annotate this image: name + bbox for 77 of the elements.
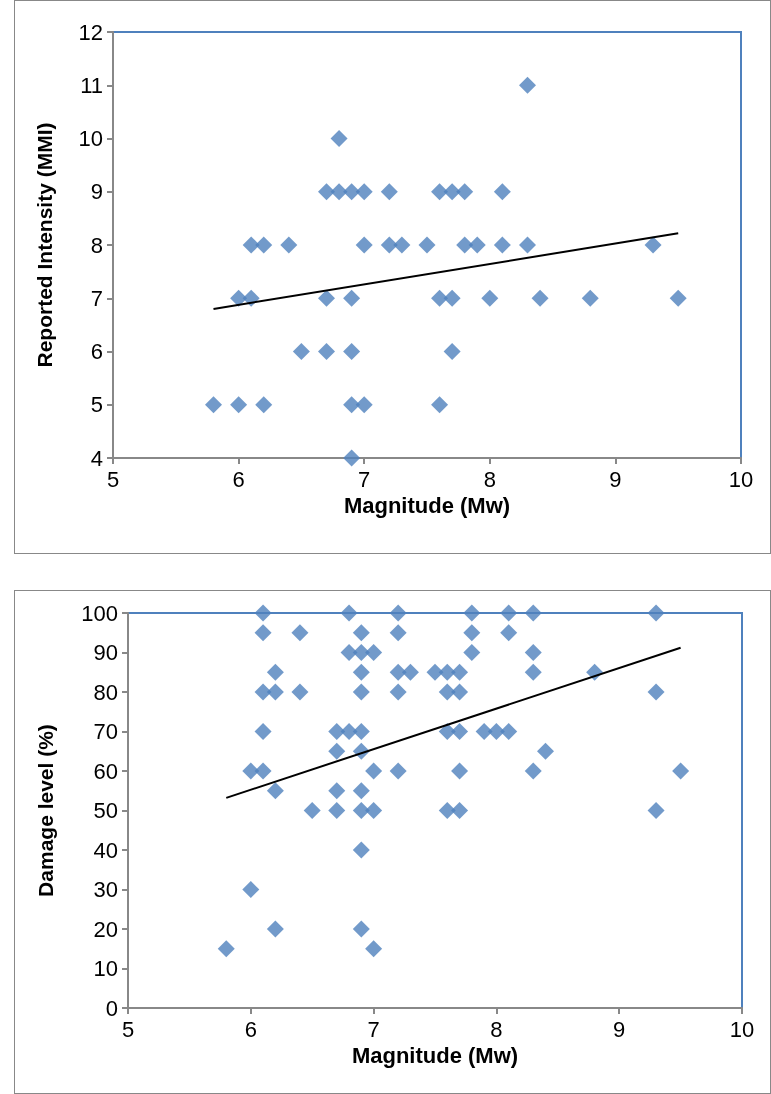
point (518, 236, 536, 254)
point (330, 183, 348, 201)
y-tick-label: 100 (81, 600, 118, 626)
point (443, 183, 461, 201)
x-tick-label: 6 (232, 466, 245, 492)
point (468, 236, 486, 254)
point (418, 236, 436, 254)
point (443, 289, 461, 307)
point (355, 183, 373, 201)
point (443, 343, 461, 360)
x-tick-label: 6 (244, 1016, 257, 1042)
point (456, 183, 474, 201)
point (255, 236, 273, 254)
point (343, 289, 361, 307)
y-axis-title: Damage level (%) (34, 724, 57, 897)
y-tick-label: 50 (93, 798, 118, 823)
point (204, 396, 222, 414)
point (431, 289, 449, 307)
x-tick-label: 10 (729, 1016, 755, 1042)
point (280, 236, 298, 254)
x-tick-label: 10 (728, 466, 754, 492)
point (456, 236, 474, 254)
y-tick-label: 4 (90, 445, 103, 471)
point (431, 183, 449, 201)
x-tick-label: 7 (367, 1016, 380, 1042)
point (644, 236, 662, 254)
point (531, 289, 549, 307)
y-tick-label: 5 (90, 392, 103, 418)
y-axis-title: Reported Intensity (MMI) (33, 122, 56, 368)
y-tick-label: 20 (93, 916, 118, 942)
point (318, 289, 336, 307)
point (242, 236, 260, 254)
point (581, 289, 599, 307)
point (343, 343, 361, 360)
point (230, 396, 248, 414)
point (431, 396, 449, 414)
point (481, 289, 499, 307)
point (330, 130, 348, 147)
x-tick-label: 9 (609, 466, 622, 492)
point (393, 236, 411, 254)
y-tick-label: 8 (90, 232, 103, 258)
y-tick-label: 80 (93, 679, 118, 705)
point (380, 236, 398, 254)
y-tick-label: 9 (90, 179, 103, 205)
point (318, 343, 336, 360)
y-tick-label: 10 (93, 956, 118, 981)
x-tick-label: 5 (121, 1016, 135, 1042)
x-axis-title: Magnitude (Mw) (351, 1043, 519, 1069)
point (318, 183, 336, 201)
point (255, 396, 273, 414)
y-tick-label: 10 (78, 126, 103, 151)
point (355, 396, 373, 414)
y-tick-label: 30 (93, 877, 118, 902)
y-tick-label: 6 (90, 339, 103, 364)
x-tick-label: 9 (613, 1016, 626, 1042)
x-tick-label: 8 (483, 466, 496, 492)
y-tick-label: 70 (93, 719, 118, 744)
y-tick-label: 11 (80, 72, 103, 98)
y-tick-label: 40 (93, 837, 118, 863)
point (343, 449, 361, 467)
y-tick-label: 12 (78, 19, 103, 45)
y-tick-label: 0 (105, 995, 118, 1021)
point (355, 236, 373, 254)
point (493, 183, 511, 201)
point (343, 396, 361, 414)
x-axis-title: Magnitude (Mw) (343, 493, 511, 519)
point (343, 183, 361, 201)
y-tick-label: 7 (90, 285, 103, 311)
x-tick-label: 8 (490, 1016, 503, 1042)
point (380, 183, 398, 201)
point (669, 289, 687, 307)
x-tick-label: 7 (358, 466, 371, 492)
point (292, 343, 310, 360)
y-tick-label: 90 (93, 640, 118, 665)
point (493, 236, 511, 254)
y-tick-label: 60 (93, 758, 118, 784)
point (518, 76, 536, 94)
